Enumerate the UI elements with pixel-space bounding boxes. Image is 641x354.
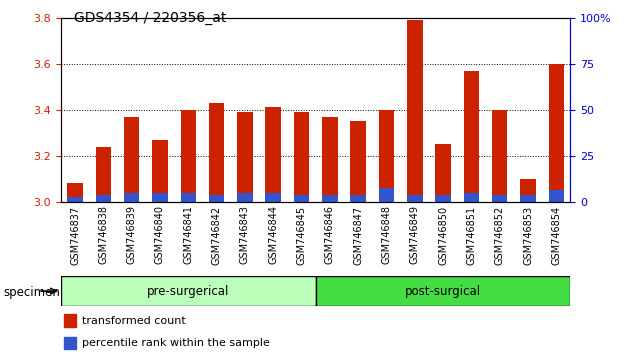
Text: GSM746837: GSM746837 xyxy=(70,205,80,265)
Bar xyxy=(351,195,366,202)
FancyBboxPatch shape xyxy=(315,276,570,306)
Bar xyxy=(463,193,479,202)
Bar xyxy=(181,110,196,202)
Text: GSM746849: GSM746849 xyxy=(410,205,420,264)
FancyBboxPatch shape xyxy=(61,276,315,306)
Bar xyxy=(209,195,224,202)
Bar xyxy=(435,144,451,202)
Bar xyxy=(294,112,310,202)
Text: GSM746848: GSM746848 xyxy=(381,205,392,264)
Bar xyxy=(152,139,168,202)
Text: GDS4354 / 220356_at: GDS4354 / 220356_at xyxy=(74,11,226,25)
Bar xyxy=(265,193,281,202)
Text: pre-surgerical: pre-surgerical xyxy=(147,285,229,298)
Text: post-surgical: post-surgical xyxy=(405,285,481,298)
Bar xyxy=(64,337,76,349)
Bar xyxy=(549,190,564,202)
Bar xyxy=(492,110,508,202)
Text: GSM746853: GSM746853 xyxy=(523,205,533,265)
Text: GSM746851: GSM746851 xyxy=(467,205,476,265)
Bar xyxy=(209,103,224,202)
Bar xyxy=(181,193,196,202)
Bar xyxy=(379,110,394,202)
Text: GSM746843: GSM746843 xyxy=(240,205,250,264)
Bar xyxy=(520,179,536,202)
Bar xyxy=(96,195,111,202)
Bar xyxy=(351,121,366,202)
Bar xyxy=(67,183,83,202)
Bar xyxy=(435,195,451,202)
Text: GSM746841: GSM746841 xyxy=(183,205,194,264)
Bar xyxy=(407,195,422,202)
Bar xyxy=(237,112,253,202)
Text: GSM746847: GSM746847 xyxy=(353,205,363,265)
Bar xyxy=(492,195,508,202)
Text: percentile rank within the sample: percentile rank within the sample xyxy=(82,338,270,348)
Bar xyxy=(463,71,479,202)
Text: GSM746854: GSM746854 xyxy=(551,205,562,265)
Bar xyxy=(549,64,564,202)
Bar xyxy=(64,314,76,327)
Bar xyxy=(96,147,111,202)
Text: specimen: specimen xyxy=(3,286,60,298)
Bar xyxy=(520,195,536,202)
Bar xyxy=(265,107,281,202)
Bar xyxy=(152,193,168,202)
Bar xyxy=(124,193,140,202)
Bar xyxy=(322,116,338,202)
Bar xyxy=(322,195,338,202)
Bar xyxy=(124,116,140,202)
Bar xyxy=(294,195,310,202)
Text: GSM746845: GSM746845 xyxy=(297,205,306,265)
Text: GSM746850: GSM746850 xyxy=(438,205,448,265)
Bar xyxy=(67,197,83,202)
Text: GSM746838: GSM746838 xyxy=(98,205,108,264)
Bar xyxy=(407,20,422,202)
Text: GSM746852: GSM746852 xyxy=(495,205,504,265)
Text: GSM746839: GSM746839 xyxy=(127,205,137,264)
Bar xyxy=(379,188,394,202)
Text: GSM746842: GSM746842 xyxy=(212,205,222,265)
Text: GSM746844: GSM746844 xyxy=(268,205,278,264)
Bar xyxy=(237,193,253,202)
Text: GSM746840: GSM746840 xyxy=(155,205,165,264)
Text: GSM746846: GSM746846 xyxy=(325,205,335,264)
Text: transformed count: transformed count xyxy=(82,316,186,326)
